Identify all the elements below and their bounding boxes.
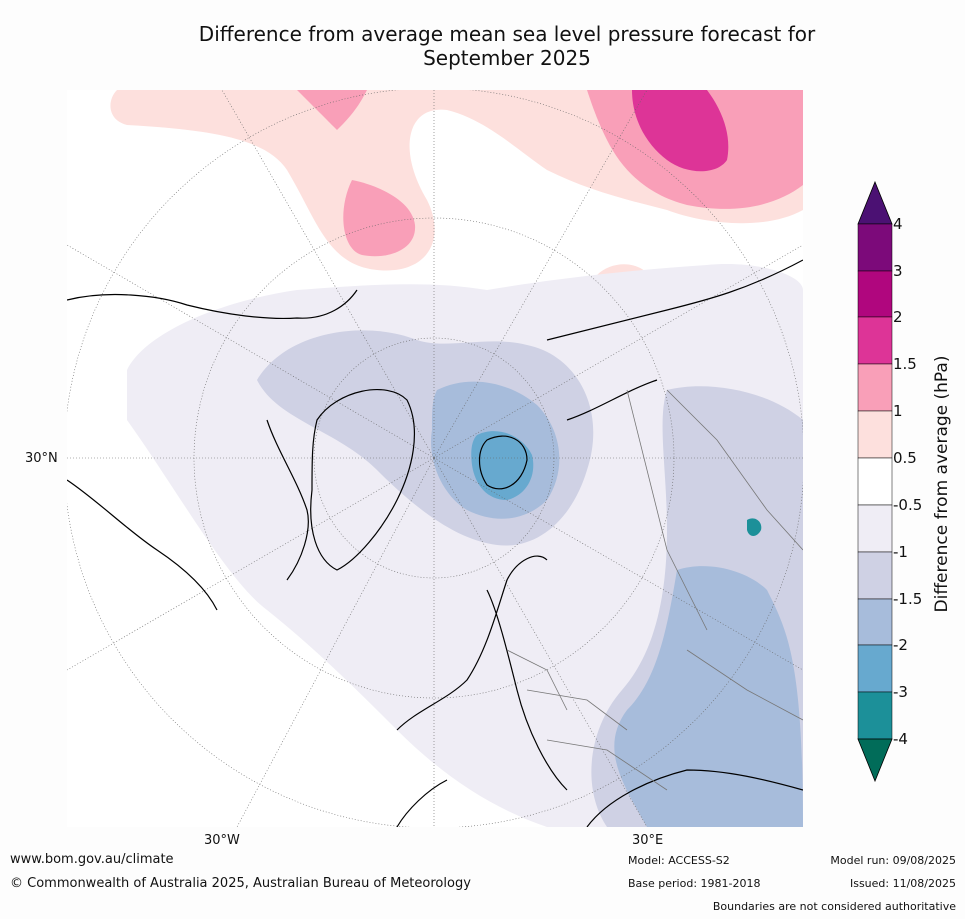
meridian-30e [433,457,648,827]
colorbar-band-minus-0.5-to-minus-1 [857,504,893,553]
colorbar-tick-minus-1.5: -1.5 [893,590,923,608]
colorbar-extend-top [857,180,893,225]
coastlines [67,259,803,827]
footer-base-period: Base period: 1981-2018 [628,877,761,890]
footer-model-run: Model run: 09/08/2025 [830,854,956,867]
negative-anomaly-strongest [747,518,762,536]
colorbar-tick-1.5: 1.5 [893,355,917,373]
lat-label-30n: 30°N [25,451,58,466]
colorbar-extend-bottom [857,738,893,783]
colorbar-tick-1: 1 [893,402,903,420]
meridian-30w [236,457,435,827]
europe-coast [396,555,568,827]
meridian-60e [433,457,803,671]
mediterranean-coast [586,769,803,827]
negative-anomaly-blue-east [614,566,803,827]
colorbar-band-minus-1-to-minus-1.5 [857,551,893,600]
colorbar [857,180,893,783]
asia-north-coast [546,259,803,421]
footer-url: www.bom.gov.au/climate [10,852,174,867]
pressure-anomaly-map [67,90,803,827]
national-borders [506,389,803,791]
lon-label-30e: 30°E [632,833,664,848]
colorbar-tick-minus-4: -4 [893,730,908,748]
north-america-coast [67,289,358,611]
lon-label-30w: 30°W [204,833,240,848]
colorbar-band-minus-3-to-minus-4 [857,691,893,740]
greenland-coast [310,389,416,571]
colorbar-band-3-to-4 [857,223,893,272]
colorbar-band-minus-2-to-minus-3 [857,644,893,693]
colorbar-band-0.5-to-1 [857,410,893,459]
meridian-150e [433,90,648,459]
colorbar-tick-0.5: 0.5 [893,449,917,467]
colorbar-tick-minus-2: -2 [893,636,908,654]
negative-anomaly-strong [471,431,534,500]
positive-anomaly-magenta [632,90,729,172]
map-title-line-1: Difference from average mean sea level p… [198,22,816,46]
footer-issued: Issued: 11/08/2025 [849,877,956,890]
colorbar-label: Difference from average (hPa) [932,355,952,613]
colorbar-tick-3: 3 [893,262,903,280]
colorbar-band-1.5-to-2 [857,316,893,365]
colorbar-band-neutral [857,457,893,506]
colorbar-band-1-to-1.5 [857,363,893,412]
footer-disclaimer: Boundaries are not considered authoritat… [712,900,956,913]
border-lines-asia [626,389,803,721]
map-canvas [67,90,803,827]
footer-model: Model: ACCESS-S2 [628,854,730,867]
colorbar-tick-4: 4 [893,215,903,233]
svalbard-coast [478,435,528,490]
colorbar-tick-minus-3: -3 [893,683,908,701]
positive-anomaly-pink [297,90,367,130]
border-lines-europe [506,649,668,791]
colorbar-tick-2: 2 [893,308,903,326]
meridian-120e [433,244,803,459]
anomaly-shading [110,90,803,827]
colorbar-band-minus-1.5-to-minus-2 [857,598,893,646]
map-title-line-2: September 2025 [423,46,591,70]
colorbar-band-2-to-3 [857,270,893,318]
graticule [67,90,803,827]
positive-anomaly-pink-2 [343,180,416,257]
footer-copyright: © Commonwealth of Australia 2025, Austra… [10,876,471,891]
colorbar-tick-minus-0.5: -0.5 [893,496,923,514]
colorbar-tick-minus-1: -1 [893,543,908,561]
